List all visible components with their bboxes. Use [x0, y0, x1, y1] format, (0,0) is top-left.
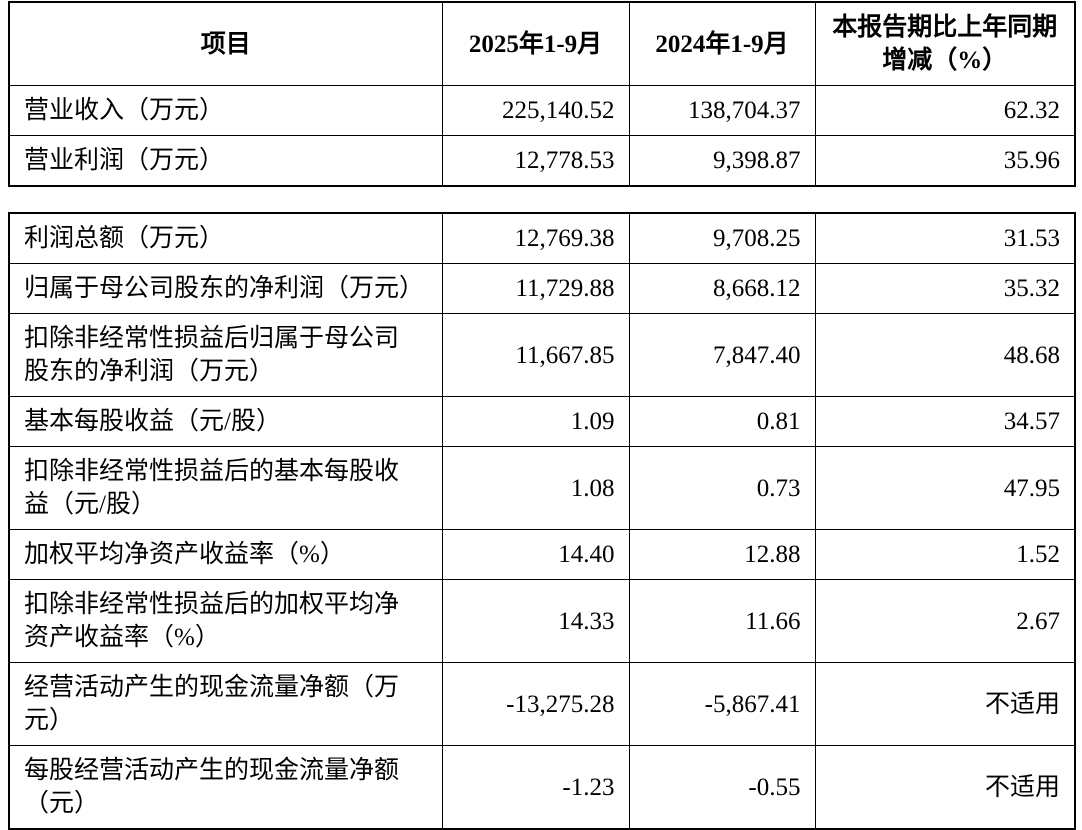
cell-value: 2.67 [814, 579, 1076, 663]
cell-value: 31.53 [814, 212, 1076, 264]
row-label: 经营活动产生的现金流量净额（万元） [8, 662, 443, 746]
table-row: 扣除非经常性损益后归属于母公司股东的净利润（万元） 11,667.85 7,847.… [8, 313, 1076, 397]
cell-value: 11,667.85 [441, 313, 630, 397]
row-label: 基本每股收益（元/股） [8, 396, 443, 447]
row-label: 每股经营活动产生的现金流量净额（元） [8, 745, 443, 830]
cell-value: 14.40 [441, 529, 630, 580]
cell-value: 11.66 [628, 579, 816, 663]
table-row: 经营活动产生的现金流量净额（万元） -13,275.28 -5,867.41 不适用 [8, 662, 1076, 746]
cell-value: 9,708.25 [628, 212, 816, 264]
cell-value: 1.08 [441, 446, 630, 530]
cell-value: 11,729.88 [441, 263, 630, 314]
table-row: 营业收入（万元） 225,140.52 138,704.37 62.32 [8, 85, 1076, 136]
cell-value: 9,398.87 [628, 135, 816, 187]
header-cell: 2025年1-9月 [441, 1, 630, 86]
cell-value: 47.95 [814, 446, 1076, 530]
table-row: 扣除非经常性损益后的加权平均净资产收益率（%） 14.33 11.66 2.67 [8, 579, 1076, 663]
cell-value: 62.32 [814, 85, 1076, 136]
cell-value: -13,275.28 [441, 662, 630, 746]
row-label: 营业利润（万元） [8, 135, 443, 187]
cell-value: 35.96 [814, 135, 1076, 187]
document: 项目 2025年1-9月 2024年1-9月 本报告期比上年同期增减（%） 营业收入（… [8, 1, 1076, 830]
row-label: 加权平均净资产收益率（%） [8, 529, 443, 580]
header-cell: 本报告期比上年同期增减（%） [814, 1, 1076, 86]
cell-value: 48.68 [814, 313, 1076, 397]
row-label: 营业收入（万元） [8, 85, 443, 136]
row-label: 扣除非经常性损益后归属于母公司股东的净利润（万元） [8, 313, 443, 397]
row-label: 利润总额（万元） [8, 212, 443, 264]
table-row: 每股经营活动产生的现金流量净额（元） -1.23 -0.55 不适用 [8, 745, 1076, 830]
table-row: 基本每股收益（元/股） 1.09 0.81 34.57 [8, 396, 1076, 447]
cell-value: 12.88 [628, 529, 816, 580]
cell-value: -5,867.41 [628, 662, 816, 746]
cell-value: 35.32 [814, 263, 1076, 314]
table-continued: 利润总额（万元） 12,769.38 9,708.25 31.53 归属于母公司股东的净… [8, 212, 1076, 830]
cell-value: 0.81 [628, 396, 816, 447]
cell-value: 225,140.52 [441, 85, 630, 136]
cell-value: 12,769.38 [441, 212, 630, 264]
row-label: 扣除非经常性损益后的基本每股收益（元/股） [8, 446, 443, 530]
cell-value: 不适用 [814, 662, 1076, 746]
table-row: 归属于母公司股东的净利润（万元） 11,729.88 8,668.12 35.32 [8, 263, 1076, 314]
cell-value: 7,847.40 [628, 313, 816, 397]
cell-value: 8,668.12 [628, 263, 816, 314]
table-row: 利润总额（万元） 12,769.38 9,708.25 31.53 [8, 212, 1076, 264]
table-row: 营业利润（万元） 12,778.53 9,398.87 35.96 [8, 135, 1076, 187]
header-row: 项目 2025年1-9月 2024年1-9月 本报告期比上年同期增减（%） [8, 1, 1076, 86]
table-main: 项目 2025年1-9月 2024年1-9月 本报告期比上年同期增减（%） 营业收入（… [8, 1, 1076, 187]
table-row: 扣除非经常性损益后的基本每股收益（元/股） 1.08 0.73 47.95 [8, 446, 1076, 530]
cell-value: 不适用 [814, 745, 1076, 830]
cell-value: 0.73 [628, 446, 816, 530]
row-label: 扣除非经常性损益后的加权平均净资产收益率（%） [8, 579, 443, 663]
cell-value: 138,704.37 [628, 85, 816, 136]
cell-value: -0.55 [628, 745, 816, 830]
table-row: 加权平均净资产收益率（%） 14.40 12.88 1.52 [8, 529, 1076, 580]
cell-value: 34.57 [814, 396, 1076, 447]
cell-value: 1.52 [814, 529, 1076, 580]
cell-value: 12,778.53 [441, 135, 630, 187]
cell-value: 14.33 [441, 579, 630, 663]
header-cell: 项目 [8, 1, 443, 86]
cell-value: -1.23 [441, 745, 630, 830]
cell-value: 1.09 [441, 396, 630, 447]
header-cell: 2024年1-9月 [628, 1, 816, 86]
row-label: 归属于母公司股东的净利润（万元） [8, 263, 443, 314]
